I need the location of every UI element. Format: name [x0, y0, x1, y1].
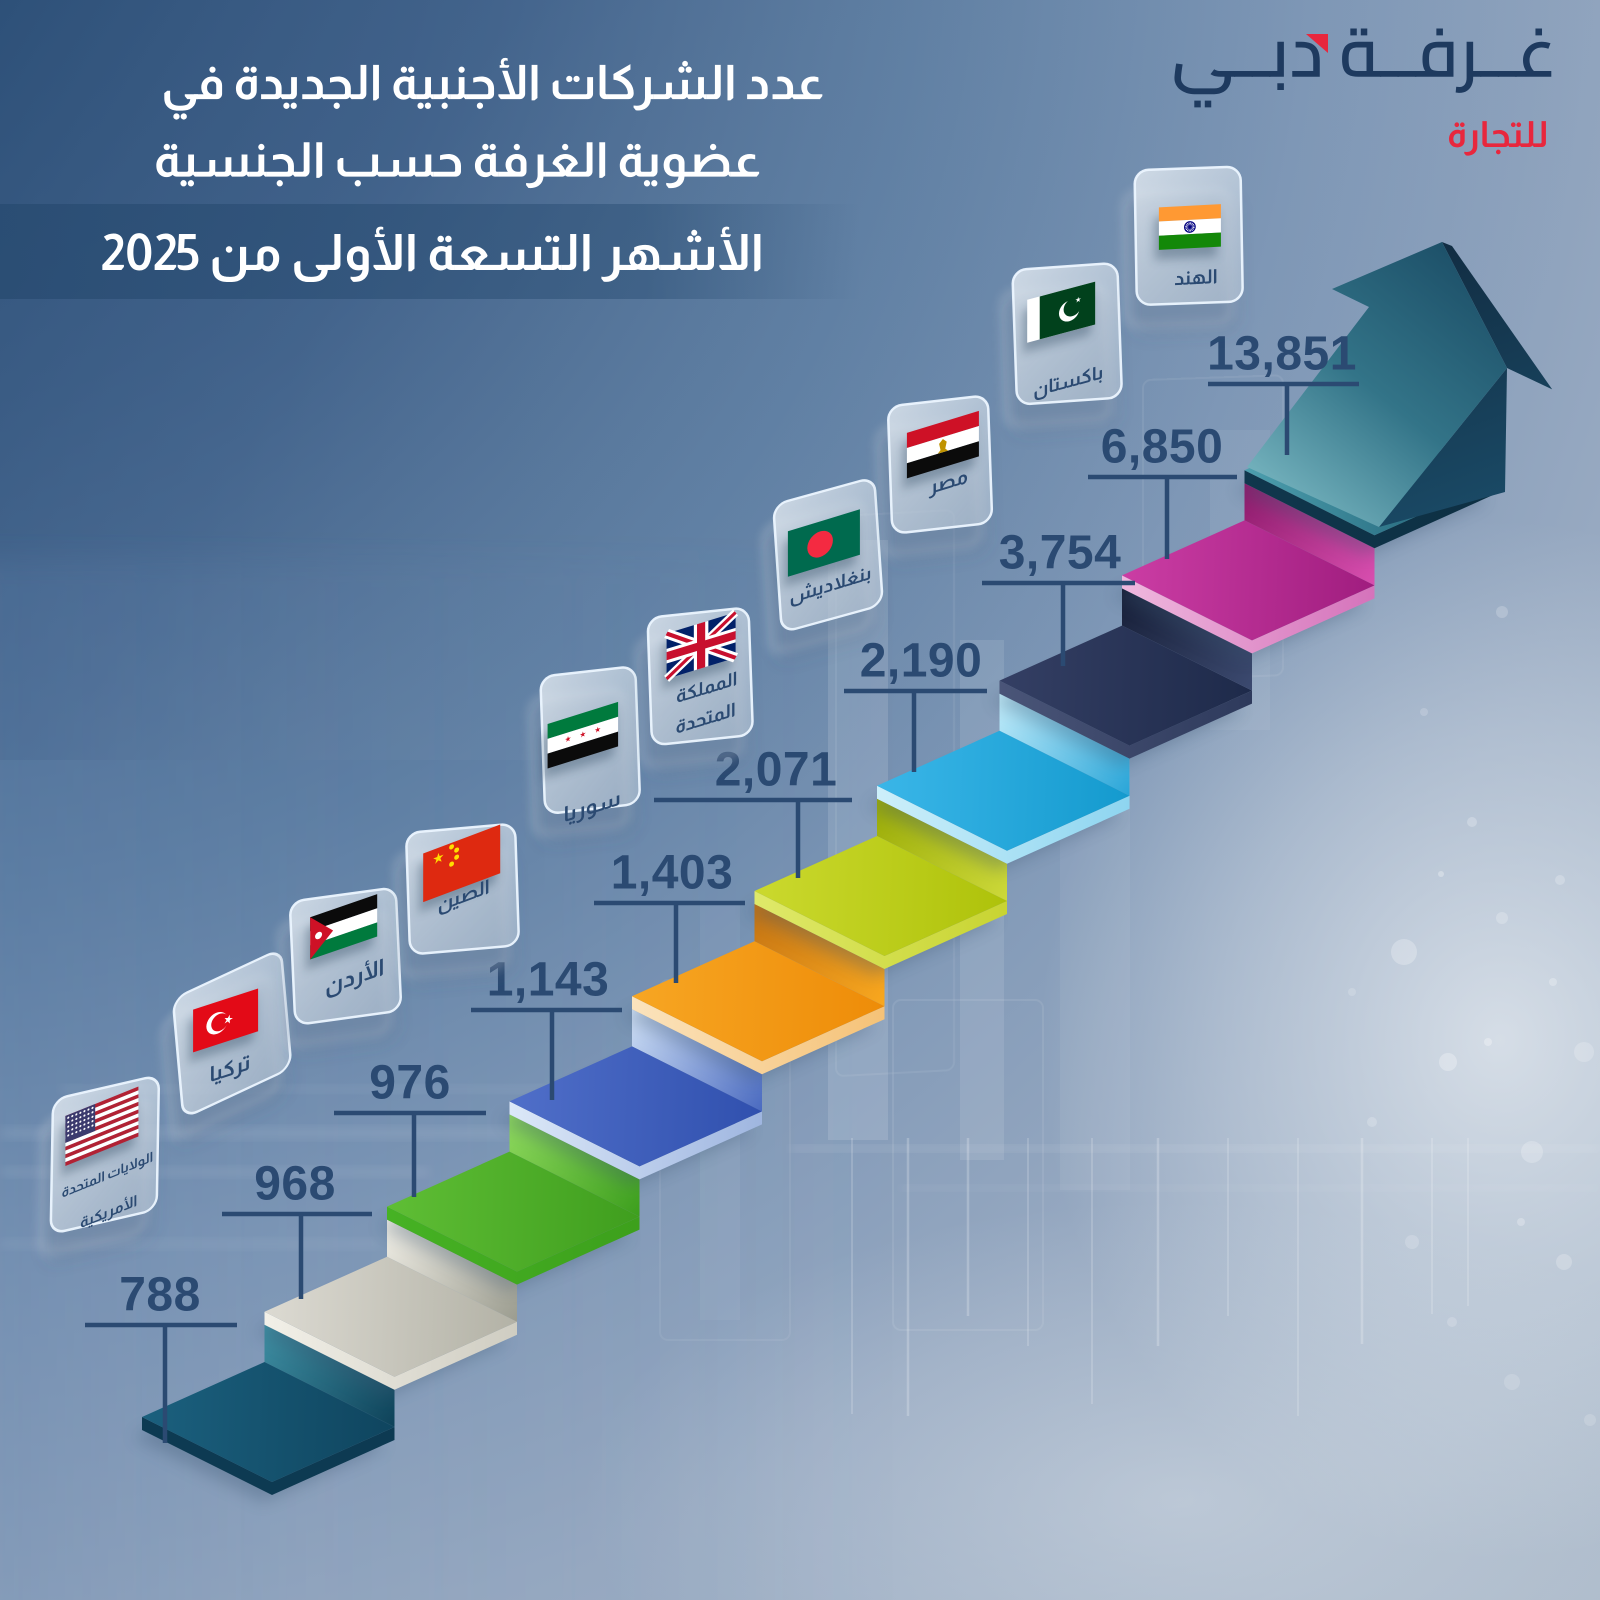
- svg-text:13,851: 13,851: [1207, 328, 1357, 381]
- svg-text:788: 788: [119, 1269, 201, 1322]
- svg-text:6,850: 6,850: [1101, 421, 1224, 474]
- svg-text:976: 976: [369, 1057, 451, 1110]
- svg-text:2,190: 2,190: [860, 635, 983, 688]
- svg-text:3,754: 3,754: [999, 527, 1122, 580]
- svg-text:968: 968: [254, 1158, 336, 1211]
- svg-text:1,403: 1,403: [611, 847, 734, 900]
